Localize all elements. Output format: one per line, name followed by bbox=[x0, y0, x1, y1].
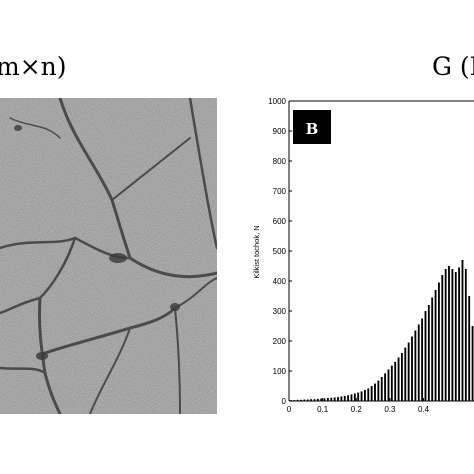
histogram-bar bbox=[333, 397, 336, 401]
histogram-bar bbox=[458, 267, 461, 401]
histogram-bar bbox=[364, 389, 366, 401]
x-tick-label: 0 bbox=[287, 405, 292, 414]
x-axis-ticks: 0 0.1 0.2 0.3 0.4 bbox=[287, 398, 430, 414]
histogram-bar bbox=[417, 324, 420, 401]
histogram-bar bbox=[438, 282, 440, 401]
histogram-bar bbox=[350, 394, 353, 401]
histogram-bar bbox=[337, 397, 339, 401]
y-tick-label: 800 bbox=[273, 157, 287, 166]
histogram-bar bbox=[421, 318, 424, 401]
histogram-bar bbox=[303, 399, 306, 401]
histogram-bar bbox=[387, 369, 390, 401]
histogram-bar bbox=[310, 399, 313, 401]
histogram-bar bbox=[390, 365, 393, 401]
histogram-bar bbox=[414, 330, 417, 401]
histogram-bars bbox=[290, 260, 474, 401]
y-tick-label: 700 bbox=[273, 187, 287, 196]
histogram-bar bbox=[320, 398, 323, 401]
histogram-bar bbox=[397, 357, 400, 401]
histogram-bar bbox=[444, 269, 447, 401]
y-tick-label: 900 bbox=[273, 127, 287, 136]
histogram-bar bbox=[401, 353, 403, 401]
y-axis-ticks: 0 100 200 300 400 500 600 700 800 900 1000 bbox=[268, 97, 292, 406]
histogram-bar bbox=[461, 260, 464, 401]
y-tick-label: 1000 bbox=[268, 97, 286, 106]
histogram-bar bbox=[357, 392, 360, 401]
x-tick-label: 0.2 bbox=[351, 405, 363, 414]
histogram-bar bbox=[468, 296, 471, 401]
histogram-bar bbox=[330, 397, 333, 401]
y-axis-label: Kilkist tochok, N bbox=[252, 225, 261, 278]
y-tick-label: 100 bbox=[273, 367, 287, 376]
histogram-bar bbox=[360, 391, 363, 401]
panel-badge-background bbox=[293, 110, 331, 144]
histogram-bar bbox=[313, 399, 316, 401]
histogram-bar bbox=[353, 393, 356, 401]
x-tick-label: 0.4 bbox=[418, 405, 430, 414]
histogram-bar bbox=[448, 266, 450, 401]
histogram-bar bbox=[384, 373, 387, 401]
histogram-bar bbox=[327, 398, 329, 401]
histogram-bar bbox=[427, 305, 430, 401]
histogram-bar bbox=[347, 395, 350, 401]
histogram-bar bbox=[464, 269, 467, 401]
histogram-bar bbox=[367, 388, 370, 401]
histogram-bar bbox=[293, 400, 296, 401]
y-tick-label: 200 bbox=[273, 337, 287, 346]
histogram-bar bbox=[424, 311, 427, 401]
y-tick-label: 600 bbox=[273, 217, 287, 226]
y-tick-label: 400 bbox=[273, 277, 287, 286]
y-tick-label: 300 bbox=[273, 307, 287, 316]
histogram-bar bbox=[431, 297, 434, 401]
histogram-bar bbox=[454, 272, 457, 401]
histogram-bar bbox=[323, 398, 326, 401]
histogram-bar bbox=[316, 398, 319, 401]
left-panel-title: m×n) bbox=[0, 52, 67, 81]
microstructure-image bbox=[0, 96, 219, 416]
histogram-bar bbox=[340, 396, 343, 401]
histogram-bar bbox=[394, 362, 397, 401]
histogram-bar bbox=[306, 399, 309, 401]
histogram-bar bbox=[471, 326, 474, 401]
histogram-bar bbox=[404, 347, 407, 401]
histogram-bar bbox=[411, 336, 413, 401]
histogram-bar bbox=[377, 380, 380, 401]
x-tick-label: 0.1 bbox=[317, 405, 329, 414]
panel-badge-label: B bbox=[306, 120, 319, 138]
histogram-bar bbox=[451, 269, 454, 401]
y-tick-label: 0 bbox=[282, 397, 287, 406]
histogram-bar bbox=[441, 275, 444, 401]
x-tick-label: 0.3 bbox=[384, 405, 396, 414]
histogram-bar bbox=[380, 377, 383, 401]
histogram-bar bbox=[370, 386, 373, 401]
histogram-bar bbox=[434, 290, 437, 401]
right-panel-title: G (F bbox=[432, 52, 474, 81]
histogram-bar bbox=[296, 399, 299, 401]
histogram-bar bbox=[343, 395, 346, 401]
histogram-bar bbox=[407, 342, 410, 401]
histogram-bar bbox=[300, 399, 302, 401]
histogram-bar bbox=[374, 383, 376, 401]
y-tick-label: 500 bbox=[273, 247, 287, 256]
microstructure-grain-boundaries bbox=[0, 96, 219, 416]
